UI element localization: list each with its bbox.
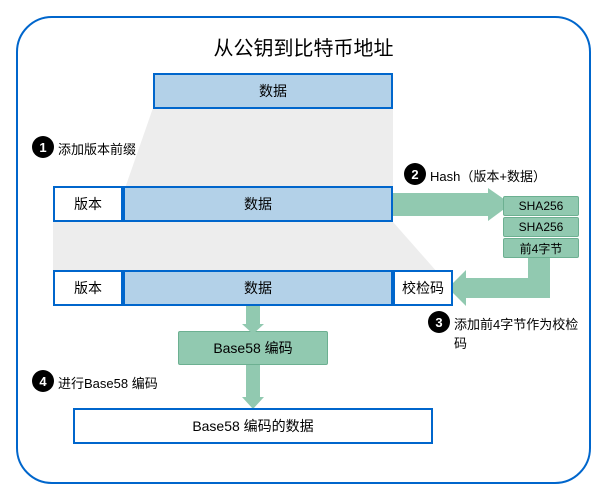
arrow-row3-to-base58 [238,306,268,336]
step4-label: 进行Base58 编码 [58,373,158,392]
row3-version-box: 版本 [53,270,123,306]
row1-data-label: 数据 [259,81,287,101]
arrow-to-hash [393,188,513,238]
step3-label: 添加前4字节作为校检码 [454,314,589,352]
base58-encode-box: Base58 编码 [178,331,328,365]
hash-first4bytes: 前4字节 [503,238,579,258]
result-box: Base58 编码的数据 [73,408,433,444]
step4-badge: 4 [32,370,54,392]
diagram-frame: 从公钥到比特币地址 数据 1 添加版本前缀 版本 数据 2 Hash（版本+数据… [16,16,591,484]
row2-version-box: 版本 [53,186,123,222]
row3-data-box: 数据 [123,270,393,306]
step1-badge: 1 [32,136,54,158]
step1-label: 添加版本前缀 [58,139,136,158]
row3-checksum-box: 校检码 [393,270,453,306]
hash-sha256-2: SHA256 [503,217,579,237]
step3-badge: 3 [428,311,450,333]
arrow-base58-to-result [238,365,268,409]
arrow-to-checksum [448,258,568,308]
hash-sha256-1: SHA256 [503,196,579,216]
step2-badge: 2 [404,163,426,185]
row1-data-box: 数据 [153,73,393,109]
step2-label: Hash（版本+数据） [430,166,546,185]
row2-data-box: 数据 [123,186,393,222]
